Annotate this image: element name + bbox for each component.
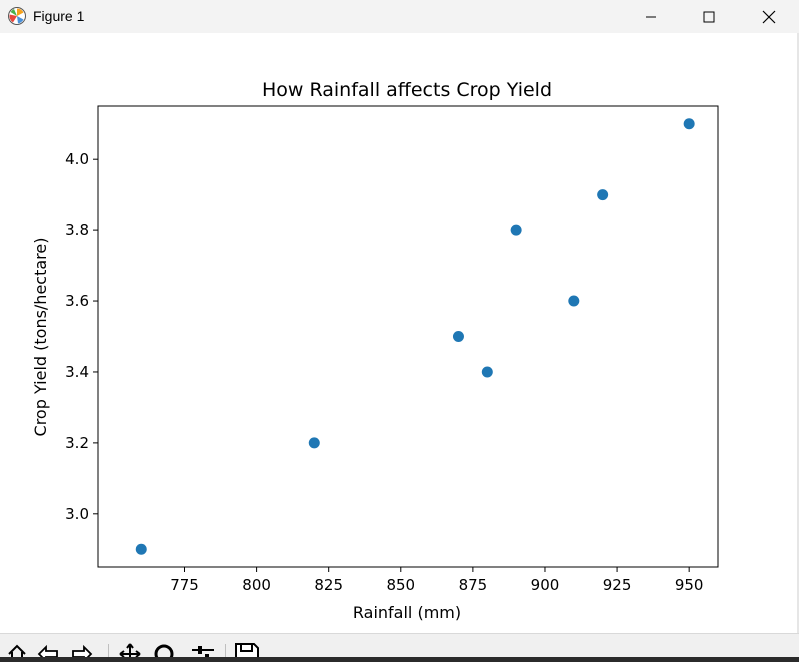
x-tick-label: 925 [603,576,632,594]
x-axis: 775 800 825 850 875 900 925 950 [170,567,703,594]
x-tick-label: 900 [531,576,560,594]
x-tick-label: 825 [314,576,343,594]
x-axis-label: Rainfall (mm) [353,603,461,622]
y-tick-label: 4.0 [65,150,89,168]
y-tick-label: 3.2 [65,434,89,452]
minimize-icon [646,16,656,17]
x-tick-label: 775 [170,576,199,594]
y-tick-label: 3.0 [65,505,89,523]
scatter-chart: How Rainfall affects Crop Yield 775 800 82… [31,79,719,622]
x-tick-label: 800 [242,576,271,594]
chart-title: How Rainfall affects Crop Yield [262,79,552,101]
y-tick-label: 3.6 [65,292,89,310]
matplotlib-logo-icon [8,7,26,25]
y-tick-label: 3.4 [65,363,89,381]
close-icon [762,10,776,23]
scatter-point [135,543,147,555]
scatter-point [683,118,695,130]
window-border [797,33,799,633]
plot-frame [97,105,719,568]
scatter-point [597,189,609,201]
y-tick-label: 3.8 [65,221,89,239]
x-tick-label: 950 [675,576,704,594]
scatter-point [308,437,320,449]
taskbar-edge [0,657,799,662]
title-bar[interactable]: Figure 1 [0,0,799,33]
maximize-icon [703,11,715,22]
y-axis: 3.0 3.2 3.4 3.6 3.8 4.0 [65,150,98,523]
maximize-button[interactable] [680,0,738,33]
toolbar-separator [225,644,226,662]
minimize-button[interactable] [622,0,680,33]
y-axis-label: Crop Yield (tons/hectare) [31,238,50,437]
figure-canvas[interactable]: How Rainfall affects Crop Yield 775 800 82… [0,33,799,633]
x-tick-label: 875 [459,576,488,594]
x-tick-label: 850 [386,576,415,594]
scatter-point [568,295,580,307]
close-button[interactable] [740,0,798,33]
scatter-point [510,224,522,236]
scatter-point [481,366,493,378]
toolbar-separator [108,644,109,662]
scatter-points [135,118,695,555]
scatter-point [452,331,464,342]
window-title: Figure 1 [33,8,85,24]
pan-icon[interactable] [117,642,143,662]
